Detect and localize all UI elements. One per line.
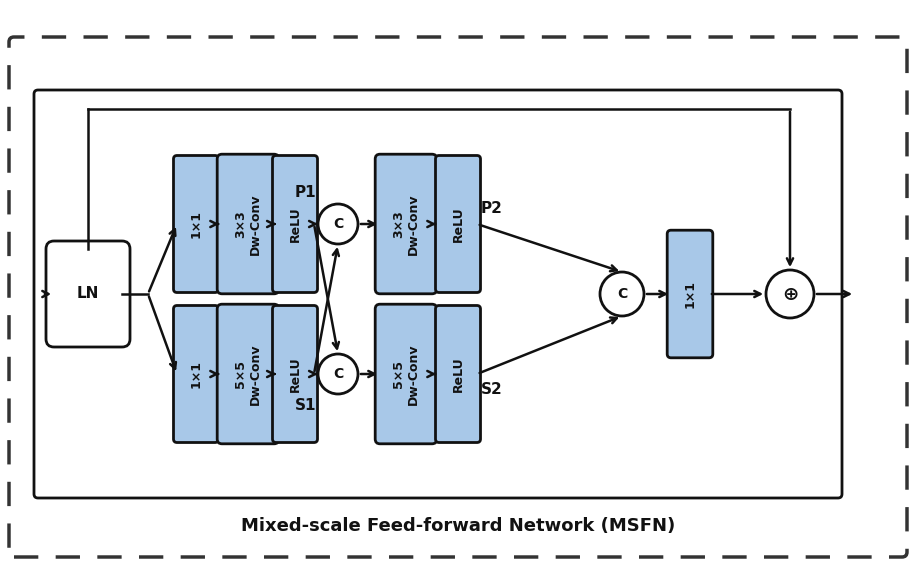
Text: ReLU: ReLU — [289, 206, 301, 242]
FancyBboxPatch shape — [34, 90, 842, 498]
Text: 1×1: 1×1 — [190, 210, 202, 238]
Text: 1×1: 1×1 — [190, 360, 202, 388]
FancyBboxPatch shape — [272, 156, 318, 293]
FancyBboxPatch shape — [376, 154, 437, 294]
FancyBboxPatch shape — [173, 156, 219, 293]
Text: ReLU: ReLU — [452, 206, 464, 242]
Text: P1: P1 — [294, 185, 316, 200]
FancyBboxPatch shape — [9, 37, 907, 557]
Text: C: C — [333, 367, 344, 381]
Text: ⊕: ⊕ — [782, 284, 798, 303]
Text: ReLU: ReLU — [289, 356, 301, 392]
Text: 5×5
Dw-Conv: 5×5 Dw-Conv — [392, 343, 420, 405]
FancyBboxPatch shape — [217, 154, 278, 294]
Circle shape — [766, 270, 814, 318]
FancyBboxPatch shape — [376, 304, 437, 444]
Text: Mixed-scale Feed-forward Network (MSFN): Mixed-scale Feed-forward Network (MSFN) — [241, 517, 675, 535]
Text: S1: S1 — [295, 398, 316, 413]
Text: ReLU: ReLU — [452, 356, 464, 392]
FancyBboxPatch shape — [217, 304, 278, 444]
FancyBboxPatch shape — [272, 306, 318, 443]
FancyBboxPatch shape — [46, 241, 130, 347]
FancyBboxPatch shape — [435, 156, 481, 293]
Text: LN: LN — [77, 287, 99, 302]
FancyBboxPatch shape — [667, 230, 713, 358]
Text: 1×1: 1×1 — [683, 280, 696, 308]
Text: 3×3
Dw-Conv: 3×3 Dw-Conv — [392, 193, 420, 255]
Circle shape — [600, 272, 644, 316]
Text: C: C — [333, 217, 344, 231]
Text: P2: P2 — [481, 201, 503, 216]
FancyBboxPatch shape — [173, 306, 219, 443]
Text: C: C — [616, 287, 627, 301]
Text: 3×3
Dw-Conv: 3×3 Dw-Conv — [234, 193, 262, 255]
FancyBboxPatch shape — [435, 306, 481, 443]
Text: S2: S2 — [481, 382, 503, 397]
Circle shape — [318, 204, 358, 244]
Text: 5×5
Dw-Conv: 5×5 Dw-Conv — [234, 343, 262, 405]
Circle shape — [318, 354, 358, 394]
